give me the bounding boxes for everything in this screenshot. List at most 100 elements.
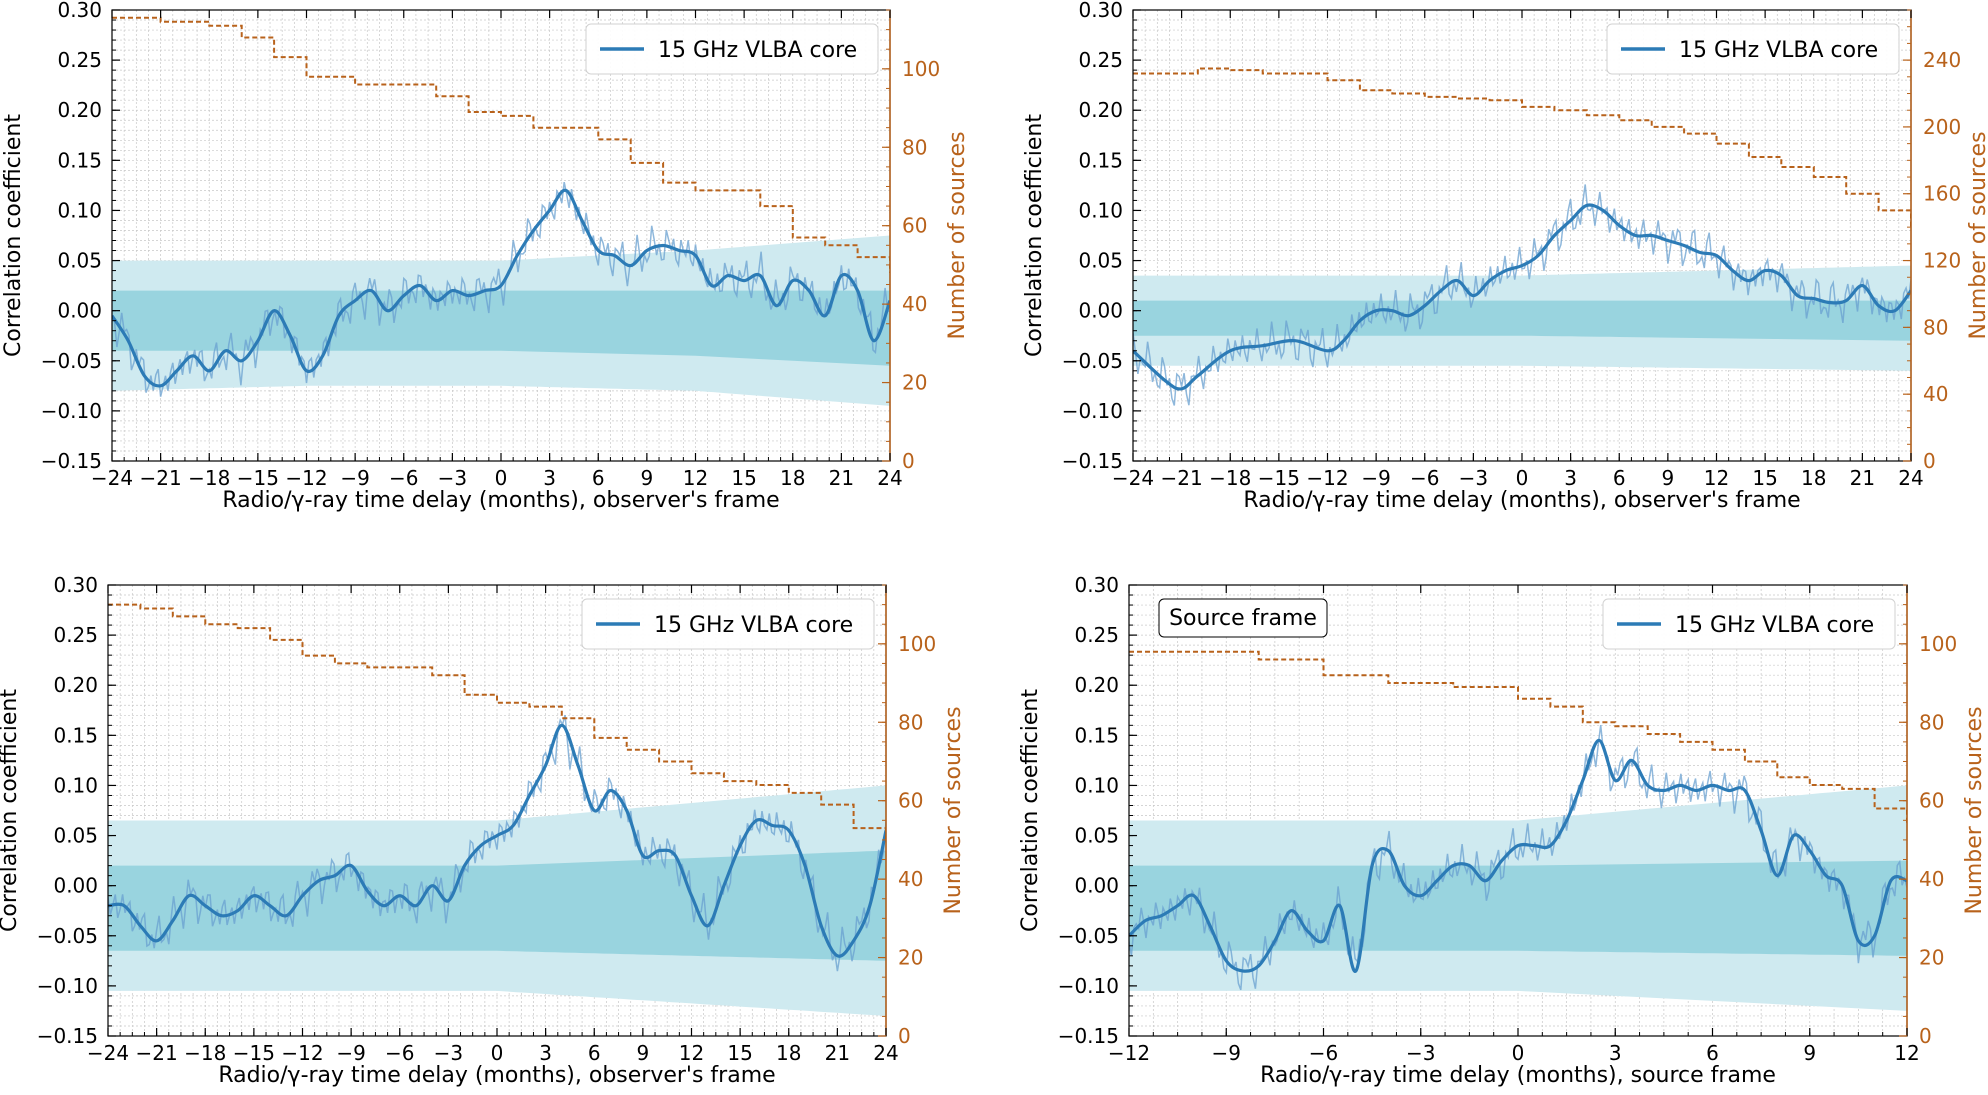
y-tick-label: 0.15: [1078, 148, 1123, 172]
x-axis-label: Radio/γ-ray time delay (months), source …: [1260, 1063, 1776, 1088]
x-tick-label: −9: [340, 466, 369, 490]
x-tick-label: 6: [588, 1041, 601, 1065]
y2-tick-label: 60: [902, 214, 927, 238]
y2-tick-label: 80: [898, 710, 923, 734]
x-tick-label: −3: [1459, 466, 1488, 490]
legend-label: 15 GHz VLBA core: [1679, 38, 1878, 63]
legend: 15 GHz VLBA core: [581, 598, 875, 650]
y2-axis-label: Number of sources: [1966, 131, 1988, 339]
y-tick-label: 0.25: [53, 623, 98, 647]
y2-tick-label: 60: [1919, 789, 1944, 813]
plot-area: [1133, 67, 1911, 406]
y2-tick-label: 100: [898, 632, 936, 656]
annotation: Source frame: [1158, 598, 1328, 638]
x-tick-label: −6: [389, 466, 418, 490]
x-tick-label: −18: [188, 466, 230, 490]
y-tick-label: −0.10: [1062, 399, 1123, 423]
y-tick-label: 0.20: [57, 98, 102, 122]
x-tick-label: 3: [1609, 1041, 1622, 1065]
legend: 15 GHz VLBA core: [585, 23, 879, 75]
y-tick-label: 0.25: [1074, 623, 1119, 647]
x-tick-label: −24: [91, 466, 133, 490]
x-tick-label: −6: [1410, 466, 1439, 490]
y-tick-label: −0.05: [1062, 349, 1123, 373]
x-tick-label: −21: [140, 466, 182, 490]
x-tick-label: 9: [1803, 1041, 1816, 1065]
x-tick-label: −3: [434, 1041, 463, 1065]
x-tick-label: 18: [776, 1041, 801, 1065]
y-tick-label: −0.05: [41, 349, 102, 373]
y-axis-label: Correlation coefficient: [0, 689, 22, 932]
plot-area: [1129, 650, 1907, 1011]
x-tick-label: 0: [1512, 1041, 1525, 1065]
x-tick-label: 3: [539, 1041, 552, 1065]
y2-tick-label: 20: [902, 371, 927, 395]
y-tick-label: 0.10: [1074, 773, 1119, 797]
x-tick-label: 15: [1752, 466, 1777, 490]
chart-panel-bottom-left: −24 −21 −18 −15 −12 −9 −6 −3 0 3 6 9 12 15 18 21 24 −0.15…: [0, 573, 966, 1088]
x-tick-label: 24: [873, 1041, 898, 1065]
y2-tick-label: 200: [1923, 115, 1961, 139]
plot-area: [108, 603, 886, 1016]
y2-axis-label: Number of sources: [941, 706, 966, 914]
x-tick-label: 0: [495, 466, 508, 490]
x-axis-label: Radio/γ-ray time delay (months), observe…: [218, 1063, 775, 1088]
y2-tick-label: 80: [1919, 710, 1944, 734]
x-axis-label: Radio/γ-ray time delay (months), observe…: [222, 488, 779, 513]
legend-box: [581, 598, 875, 650]
y2-tick-label: 20: [1919, 946, 1944, 970]
y-tick-label: 0.25: [1078, 48, 1123, 72]
y-tick-label: 0.05: [57, 249, 102, 273]
y-tick-label: 0.10: [1078, 198, 1123, 222]
x-tick-label: 9: [1662, 466, 1675, 490]
x-tick-label: 12: [1704, 466, 1729, 490]
x-tick-label: −9: [336, 1041, 365, 1065]
x-tick-label: −24: [87, 1041, 129, 1065]
y2-tick-label: 0: [1923, 449, 1936, 473]
x-tick-label: −18: [184, 1041, 226, 1065]
x-tick-label: 6: [592, 466, 605, 490]
x-tick-label: −21: [1161, 466, 1203, 490]
y-tick-label: 0.15: [57, 148, 102, 172]
x-tick-label: 12: [683, 466, 708, 490]
y-tick-label: 0.05: [1074, 824, 1119, 848]
confidence-band-1sigma: [1133, 300, 1911, 341]
y-tick-label: −0.15: [1062, 449, 1123, 473]
x-tick-label: −18: [1209, 466, 1251, 490]
x-tick-label: 21: [825, 1041, 850, 1065]
y2-tick-label: 60: [898, 789, 923, 813]
plot-area: [112, 16, 890, 406]
legend-label: 15 GHz VLBA core: [1675, 613, 1874, 638]
smoothed-correlation-line: [112, 188, 890, 388]
x-tick-label: 9: [637, 1041, 650, 1065]
number-of-sources-line: [112, 16, 890, 273]
chart-panel-top-right: −24 −21 −18 −15 −12 −9 −6 −3 0 3 6 9 12 15 18 21 24 −0.15…: [1022, 0, 1988, 513]
legend-box: [1606, 23, 1900, 75]
y-tick-label: 0.20: [53, 673, 98, 697]
x-tick-label: −24: [1112, 466, 1154, 490]
x-tick-label: −9: [1212, 1041, 1241, 1065]
y2-tick-label: 100: [902, 57, 940, 81]
y-tick-label: −0.15: [1058, 1024, 1119, 1048]
x-tick-label: 21: [829, 466, 854, 490]
y2-tick-label: 0: [1919, 1024, 1932, 1048]
y2-tick-label: 80: [1923, 315, 1948, 339]
y2-tick-label: 100: [1919, 632, 1957, 656]
y-tick-label: 0.10: [53, 773, 98, 797]
y-tick-label: −0.15: [37, 1024, 98, 1048]
x-tick-label: 24: [1898, 466, 1923, 490]
y2-tick-label: 40: [1919, 867, 1944, 891]
raw-correlation-line: [1133, 184, 1911, 406]
x-tick-label: −12: [285, 466, 327, 490]
x-tick-label: −3: [438, 466, 467, 490]
legend: 15 GHz VLBA core: [1606, 23, 1900, 75]
x-tick-label: 9: [641, 466, 654, 490]
x-tick-label: 24: [877, 466, 902, 490]
y-tick-label: −0.10: [1058, 974, 1119, 998]
y2-tick-label: 240: [1923, 48, 1961, 72]
confidence-band-1sigma: [1129, 860, 1907, 956]
legend-box: [1602, 598, 1896, 650]
y-tick-label: −0.10: [37, 974, 98, 998]
y2-axis-label: Number of sources: [945, 131, 970, 339]
